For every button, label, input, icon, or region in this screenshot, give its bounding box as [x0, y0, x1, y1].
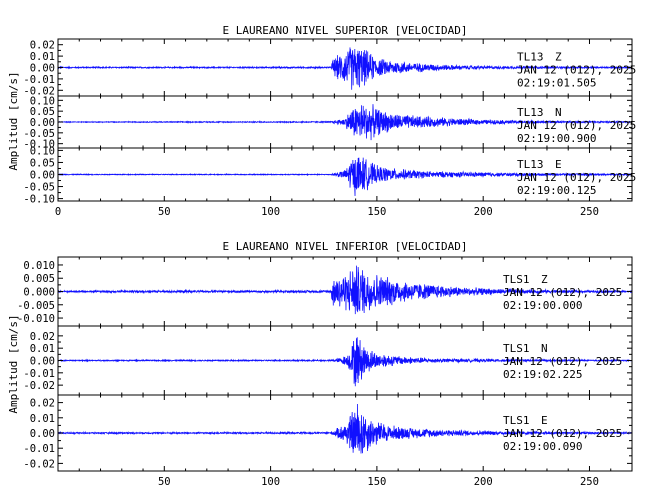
- y-tick-label: 0.02: [30, 398, 55, 410]
- y-tick-label: -0.05: [23, 182, 55, 194]
- x-tick-label: 200: [474, 476, 493, 488]
- y-tick-label: 0.01: [30, 51, 55, 63]
- y-tick-label: -0.02: [23, 458, 55, 470]
- time-label: 02:19:00.900: [517, 132, 596, 145]
- station-label: TLS1: [503, 342, 530, 355]
- date-label: JAN 12 (012), 2025: [503, 286, 622, 299]
- x-tick-label: 50: [158, 476, 171, 488]
- date-label: JAN 12 (012), 2025: [503, 427, 622, 440]
- station-label: TL13: [517, 106, 544, 119]
- y-tick-label: -0.10: [23, 139, 55, 151]
- x-tick-label: 100: [261, 476, 280, 488]
- waveform-tl13-e: [57, 157, 633, 196]
- y-tick-label: 0.00: [30, 170, 55, 182]
- component-label: N: [555, 106, 562, 119]
- x-tick-label: 50: [158, 206, 171, 218]
- y-tick-label: 0.01: [30, 343, 55, 355]
- y-tick-label: 0.00: [30, 428, 55, 440]
- y-axis-label: Amplitud [cm/s]: [7, 314, 20, 413]
- y-tick-label: 0.10: [30, 145, 55, 157]
- time-label: 02:19:00.000: [503, 299, 582, 312]
- component-label: N: [541, 342, 548, 355]
- waveform-tls1-z: [57, 265, 633, 315]
- time-label: 02:19:02.225: [503, 368, 582, 381]
- x-tick-label: 150: [367, 206, 386, 218]
- y-tick-label: -0.01: [23, 368, 55, 380]
- x-tick-label: 100: [261, 206, 280, 218]
- y-tick-label: 0.00: [30, 63, 55, 75]
- y-tick-label: -0.01: [23, 74, 55, 86]
- y-tick-label: -0.10: [23, 194, 55, 206]
- x-tick-label: 250: [580, 206, 599, 218]
- y-tick-label: 0.010: [23, 260, 55, 272]
- waveform-tls1-n: [57, 337, 633, 387]
- station-label: TL13: [517, 158, 544, 171]
- date-label: JAN 12 (012), 2025: [517, 64, 636, 77]
- waveform-tls1-e: [57, 404, 633, 454]
- y-tick-label: 0.10: [30, 95, 55, 107]
- component-label: E: [555, 158, 562, 171]
- component-label: Z: [541, 273, 548, 286]
- component-label: Z: [555, 51, 562, 64]
- waveform-tl13-n: [57, 104, 633, 141]
- date-label: JAN 12 (012), 2025: [517, 119, 636, 132]
- y-tick-label: 0.05: [30, 106, 55, 118]
- y-tick-label: -0.05: [23, 128, 55, 140]
- waveform-tl13-z: [57, 47, 633, 90]
- y-tick-label: 0.01: [30, 413, 55, 425]
- station-label: TL13: [517, 51, 544, 64]
- y-tick-label: 0.02: [30, 40, 55, 52]
- x-tick-label: 0: [55, 206, 61, 218]
- component-label: E: [541, 414, 548, 427]
- x-tick-label: 200: [474, 206, 493, 218]
- y-tick-label: -0.010: [17, 313, 55, 325]
- y-tick-label: 0.00: [30, 117, 55, 129]
- x-tick-label: 150: [367, 476, 386, 488]
- time-label: 02:19:00.125: [517, 184, 596, 197]
- chart-title: E LAUREANO NIVEL INFERIOR [VELOCIDAD]: [222, 240, 467, 253]
- time-label: 02:19:01.505: [517, 77, 596, 90]
- station-label: TLS1: [503, 273, 530, 286]
- y-axis-label: Amplitud [cm/s]: [7, 71, 20, 170]
- y-tick-label: 0.02: [30, 331, 55, 343]
- x-tick-label: 250: [580, 476, 599, 488]
- y-tick-label: -0.02: [23, 85, 55, 97]
- time-label: 02:19:00.090: [503, 440, 582, 453]
- date-label: JAN 12 (012), 2025: [517, 171, 636, 184]
- y-tick-label: 0.005: [23, 273, 55, 285]
- y-tick-label: 0.000: [23, 287, 55, 299]
- y-tick-label: 0.05: [30, 157, 55, 169]
- date-label: JAN 12 (012), 2025: [503, 355, 622, 368]
- y-tick-label: -0.005: [17, 300, 55, 312]
- y-tick-label: 0.00: [30, 356, 55, 368]
- station-label: TLS1: [503, 414, 530, 427]
- y-tick-label: -0.01: [23, 443, 55, 455]
- y-tick-label: -0.02: [23, 380, 55, 392]
- chart-title: E LAUREANO NIVEL SUPERIOR [VELOCIDAD]: [222, 24, 467, 37]
